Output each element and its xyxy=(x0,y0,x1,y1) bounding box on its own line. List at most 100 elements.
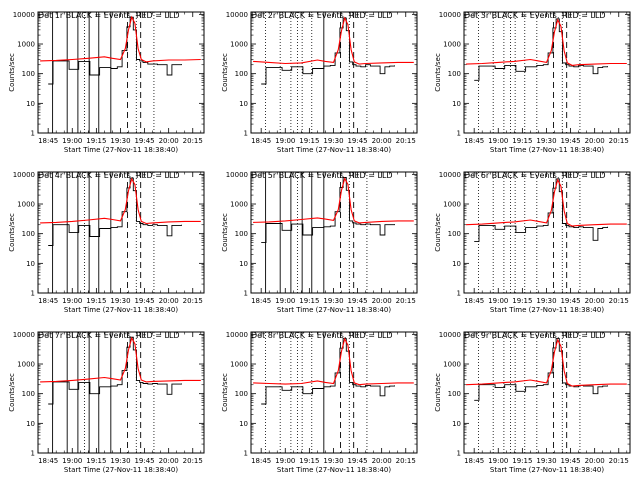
x-tick-label: 19:15 xyxy=(299,457,319,465)
panel-title: Det 5r BLACK = Events, RED = LLD xyxy=(251,171,393,180)
x-tick-label: 19:30 xyxy=(323,137,343,145)
x-tick-label: 19:30 xyxy=(110,137,130,145)
x-tick-label: 20:00 xyxy=(372,457,392,465)
y-axis-label: Counts/sec xyxy=(8,213,16,252)
x-axis-label: Start Time (27-Nov-11 18:38:40) xyxy=(64,466,178,474)
y-axis: 1 10 100 1000 10000 xyxy=(226,331,417,458)
y-axis: 1 10 100 1000 10000 xyxy=(226,171,417,298)
lld-series-line xyxy=(40,15,201,63)
x-tick-label: 20:00 xyxy=(372,137,392,145)
panel-title: Det 9r BLACK = Events, RED = LLD xyxy=(464,331,606,340)
y-tick-label: 1 xyxy=(244,130,248,138)
x-tick-label: 19:30 xyxy=(536,137,556,145)
detector-panel-8: Det 8r BLACK = Events, RED = LLD 1 10 100 10… xyxy=(221,331,418,474)
y-tick-label: 10000 xyxy=(439,331,461,339)
time-markers xyxy=(52,332,155,453)
y-tick-label: 10 xyxy=(452,420,461,428)
x-tick-label: 19:00 xyxy=(488,297,508,305)
x-tick-label: 19:00 xyxy=(488,457,508,465)
x-tick-label: 20:15 xyxy=(396,297,416,305)
x-axis-label: Start Time (27-Nov-11 18:38:40) xyxy=(277,306,391,314)
y-axis-label: Counts/sec xyxy=(221,53,229,92)
x-axis-label: Start Time (27-Nov-11 18:38:40) xyxy=(64,146,178,154)
x-tick-label: 19:30 xyxy=(323,457,343,465)
panel-title: Det 1r BLACK = Events, RED = LLD xyxy=(38,11,180,20)
time-markers xyxy=(478,172,581,293)
x-tick-label: 19:15 xyxy=(512,297,532,305)
x-tick-label: 20:00 xyxy=(585,137,605,145)
lld-series-line xyxy=(466,178,627,227)
y-tick-label: 1 xyxy=(457,450,461,458)
x-tick-label: 20:15 xyxy=(183,137,203,145)
x-tick-label: 19:45 xyxy=(560,297,580,305)
detector-panel-4: Det 4r BLACK = Events, RED = LLD 1 10 100 10… xyxy=(8,171,205,314)
x-tick-label: 19:00 xyxy=(488,137,508,145)
x-tick-label: 19:30 xyxy=(536,457,556,465)
time-markers xyxy=(478,12,581,133)
panel-title: Det 8r BLACK = Events, RED = LLD xyxy=(251,331,393,340)
y-tick-label: 1 xyxy=(457,130,461,138)
lld-series-line xyxy=(466,18,627,66)
y-tick-label: 1 xyxy=(31,290,35,298)
time-markers xyxy=(52,172,155,293)
panel-title: Det 6r BLACK = Events, RED = LLD xyxy=(464,171,606,180)
x-tick-label: 19:30 xyxy=(323,297,343,305)
y-tick-label: 10 xyxy=(452,100,461,108)
x-tick-label: 19:45 xyxy=(134,137,154,145)
x-axis: 18:45 19:00 19:15 19:30 19:45 20:00 20:15 xyxy=(251,332,416,465)
x-tick-label: 19:00 xyxy=(275,457,295,465)
x-axis-label: Start Time (27-Nov-11 18:38:40) xyxy=(277,146,391,154)
x-tick-label: 18:45 xyxy=(38,297,58,305)
y-tick-label: 1000 xyxy=(17,361,35,369)
y-tick-label: 10000 xyxy=(13,331,35,339)
panel-title: Det 2r BLACK = Events, RED = LLD xyxy=(251,11,393,20)
y-tick-label: 10000 xyxy=(13,171,35,179)
x-axis: 18:45 19:00 19:15 19:30 19:45 20:00 20:15 xyxy=(464,332,629,465)
detector-panel-5: Det 5r BLACK = Events, RED = LLD 1 10 100 10… xyxy=(221,171,418,314)
y-axis: 1 10 100 1000 10000 xyxy=(439,171,630,298)
y-tick-label: 10000 xyxy=(226,171,248,179)
plot-frame xyxy=(37,171,205,294)
events-series-line xyxy=(474,338,608,401)
y-tick-label: 1000 xyxy=(443,41,461,49)
y-tick-label: 10000 xyxy=(226,11,248,19)
x-axis-label: Start Time (27-Nov-11 18:38:40) xyxy=(490,306,604,314)
events-series-line xyxy=(48,16,182,85)
x-axis: 18:45 19:00 19:15 19:30 19:45 20:00 20:15 xyxy=(464,12,629,145)
y-tick-label: 10000 xyxy=(439,11,461,19)
y-axis: 1 10 100 1000 10000 xyxy=(13,331,204,458)
y-tick-label: 10 xyxy=(26,100,35,108)
y-axis-label: Counts/sec xyxy=(8,53,16,92)
events-series-line xyxy=(474,178,608,242)
detector-panel-7: Det 7r BLACK = Events, RED = LLD 1 10 100 10… xyxy=(8,331,205,474)
x-tick-label: 19:45 xyxy=(560,457,580,465)
x-tick-label: 19:15 xyxy=(86,297,106,305)
time-markers xyxy=(265,332,368,453)
x-axis: 18:45 19:00 19:15 19:30 19:45 20:00 20:15 xyxy=(464,172,629,305)
x-tick-label: 20:15 xyxy=(609,297,629,305)
x-axis: 18:45 19:00 19:15 19:30 19:45 20:00 20:15 xyxy=(251,12,416,145)
y-tick-label: 1000 xyxy=(230,201,248,209)
y-tick-label: 10000 xyxy=(439,171,461,179)
x-tick-label: 20:00 xyxy=(585,457,605,465)
y-tick-label: 10000 xyxy=(226,331,248,339)
events-series-line xyxy=(474,18,608,81)
x-tick-label: 19:45 xyxy=(347,457,367,465)
x-tick-label: 20:00 xyxy=(585,297,605,305)
x-tick-label: 20:15 xyxy=(609,457,629,465)
x-tick-label: 19:15 xyxy=(86,137,106,145)
x-tick-label: 18:45 xyxy=(251,297,271,305)
y-tick-label: 1000 xyxy=(443,361,461,369)
events-series-line xyxy=(48,336,182,405)
plot-frame xyxy=(463,11,631,134)
y-tick-label: 1 xyxy=(244,450,248,458)
x-tick-label: 18:45 xyxy=(464,137,484,145)
y-tick-label: 10 xyxy=(239,420,248,428)
x-axis-label: Start Time (27-Nov-11 18:38:40) xyxy=(64,306,178,314)
y-tick-label: 10 xyxy=(452,260,461,268)
x-axis: 18:45 19:00 19:15 19:30 19:45 20:00 20:15 xyxy=(38,12,203,145)
plot-frame xyxy=(463,331,631,454)
plot-frame xyxy=(250,331,418,454)
x-tick-label: 18:45 xyxy=(38,457,58,465)
